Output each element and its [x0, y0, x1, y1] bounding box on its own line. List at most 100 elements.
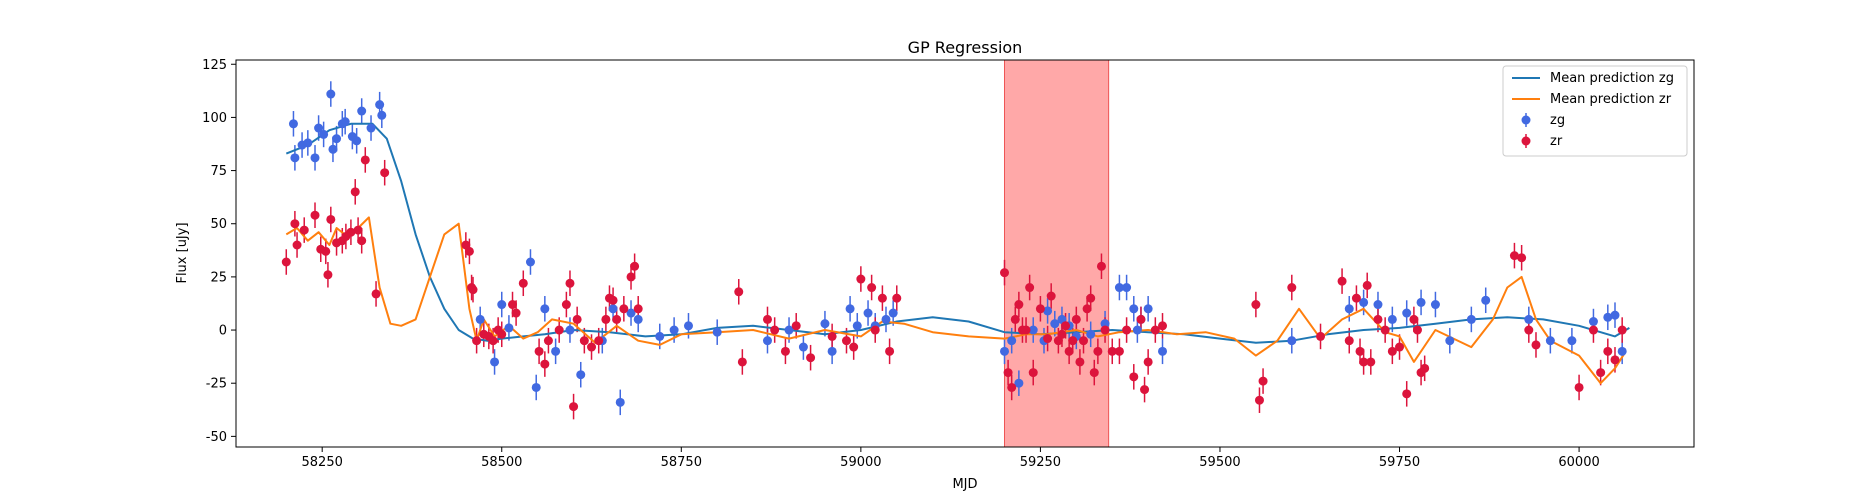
zr-point [1096, 261, 1106, 271]
zr-point [1025, 283, 1035, 293]
zr-point [299, 225, 309, 235]
prediction-line-zg [285, 122, 1630, 344]
zg-point [1416, 297, 1426, 307]
zg-point [1445, 336, 1455, 346]
y-tick-label: 100 [202, 111, 227, 126]
zg-point [1143, 304, 1153, 314]
zr-point [323, 270, 333, 280]
zr-point [1114, 346, 1124, 356]
zr-point [1351, 293, 1361, 303]
zg-point [328, 144, 338, 154]
zr-point [849, 342, 859, 352]
zg-point [683, 321, 693, 331]
zg-point [319, 129, 329, 139]
zr-point [1158, 321, 1168, 331]
zr-point [1373, 314, 1383, 324]
zr-point [1129, 372, 1139, 382]
zg-point [1132, 325, 1142, 335]
zr-point [1596, 368, 1606, 378]
zg-point [1100, 319, 1110, 329]
zr-point [1251, 300, 1261, 310]
zg-point [827, 346, 837, 356]
legend-label-zg: zg [1550, 113, 1565, 128]
zr-point [1574, 382, 1584, 392]
zg-point [852, 321, 862, 331]
zg-point [845, 304, 855, 314]
prediction-line-layer [285, 122, 1630, 385]
zg-point [1028, 325, 1038, 335]
zr-point [488, 336, 498, 346]
axes-frame [235, 59, 1695, 448]
zg-point [288, 119, 298, 129]
zr-point [1366, 357, 1376, 367]
chart-title: GP Regression [908, 38, 1023, 57]
zg-point [1344, 304, 1354, 314]
zr-point [762, 314, 772, 324]
zg-point [633, 314, 643, 324]
zr-point [540, 359, 550, 369]
zr-point [626, 272, 636, 282]
x-tick-label: 58250 [302, 455, 343, 470]
zg-point [1287, 336, 1297, 346]
zg-point [1387, 314, 1397, 324]
zr-point [1409, 314, 1419, 324]
zg-point [490, 357, 500, 367]
zr-point [612, 314, 622, 324]
y-axis-ticks: -50 -25 0 25 50 75 100 125 [202, 58, 236, 445]
zg-point [290, 153, 300, 163]
x-tick-label: 59250 [1020, 455, 1061, 470]
zr-point [630, 261, 640, 271]
zr-point [1028, 368, 1038, 378]
zg-point [1014, 378, 1024, 388]
zr-point [1337, 276, 1347, 286]
zg-point [1000, 346, 1010, 356]
x-axis-ticks: 58250 58500 58750 59000 59250 59500 59750 60000 [302, 447, 1600, 470]
zr-point [1043, 334, 1053, 344]
zg-point [1481, 295, 1491, 305]
x-tick-label: 58750 [661, 455, 702, 470]
zg-point [608, 304, 618, 314]
zr-point [1359, 357, 1369, 367]
zr-point [554, 325, 564, 335]
zr-point [357, 236, 367, 246]
zg-point [1122, 283, 1132, 293]
zr-point [1362, 280, 1372, 290]
zr-point [885, 346, 895, 356]
zg-point [303, 138, 313, 148]
zg-point [366, 123, 376, 133]
zg-point [375, 100, 385, 110]
zg-point [531, 382, 541, 392]
zr-point [1093, 346, 1103, 356]
zg-point [332, 134, 342, 144]
zr-point [1068, 336, 1078, 346]
zg-point [1007, 336, 1017, 346]
y-tick-label: 125 [202, 58, 227, 73]
zr-point [1140, 385, 1150, 395]
zg-point [888, 308, 898, 318]
zr-point [1079, 336, 1089, 346]
zg-point [669, 325, 679, 335]
zr-point [1344, 336, 1354, 346]
zr-point [281, 257, 291, 267]
zr-point [587, 342, 597, 352]
zr-point [1603, 346, 1613, 356]
zr-point [1064, 346, 1074, 356]
zr-point [1061, 321, 1071, 331]
zr-point [371, 289, 381, 299]
zr-point [1089, 368, 1099, 378]
zr-point [608, 295, 618, 305]
zr-point [579, 336, 589, 346]
point-layer [281, 89, 1627, 412]
zr-point [1136, 314, 1146, 324]
x-tick-label: 59500 [1199, 455, 1240, 470]
zr-point [1380, 325, 1390, 335]
zr-point [791, 321, 801, 331]
shaded-region-layer [1004, 60, 1110, 447]
y-tick-label: -25 [206, 377, 227, 392]
zg-point [340, 117, 350, 127]
zr-point [321, 246, 331, 256]
zr-point [867, 283, 877, 293]
zr-point [601, 314, 611, 324]
zg-point [497, 300, 507, 310]
zr-point [737, 357, 747, 367]
